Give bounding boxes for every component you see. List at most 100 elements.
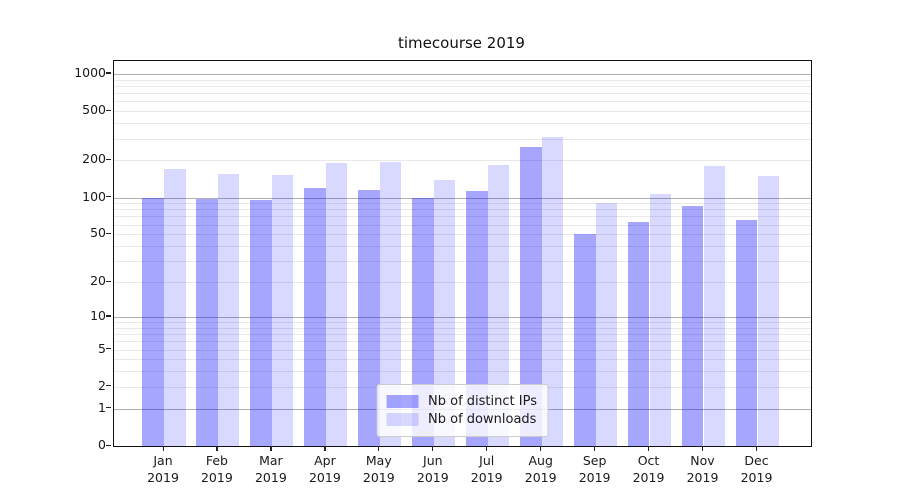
- gridline-minor: [114, 79, 811, 81]
- bar-nb-of-downloads-feb: [217, 174, 240, 446]
- y-axis-tick: [106, 280, 111, 282]
- bar-nb-of-distinct-ips-feb: [196, 198, 218, 446]
- y-axis-tick: [106, 72, 111, 74]
- gridline-minor: [114, 160, 811, 162]
- bar-nb-of-distinct-ips-jul: [466, 190, 488, 446]
- gridline-minor: [114, 246, 811, 247]
- x-axis-tick: [648, 446, 650, 451]
- y-tick-label: 200: [82, 151, 106, 167]
- bar-nb-of-distinct-ips-sep: [574, 234, 596, 446]
- x-axis-tick: [486, 446, 488, 451]
- gridline-major: [114, 197, 811, 199]
- x-tick-label-month: Jan: [153, 453, 173, 468]
- y-tick-label: 1: [98, 399, 106, 415]
- bar-nb-of-downloads-aug: [541, 136, 564, 446]
- x-tick-label: Sep 2019: [560, 452, 630, 486]
- y-tick-label: 2: [98, 377, 106, 393]
- gridline-minor: [114, 371, 811, 373]
- y-axis-tick: [106, 407, 111, 409]
- x-tick-label: Jan 2019: [128, 452, 198, 486]
- bar-nb-of-downloads-jan: [164, 169, 186, 446]
- x-tick-label: Dec 2019: [722, 452, 792, 486]
- y-axis-tick: [106, 385, 111, 387]
- x-axis-tick: [324, 446, 326, 451]
- bar-nb-of-downloads-jun: [433, 179, 456, 446]
- gridline-major: [114, 73, 811, 75]
- x-tick-label-year: 2019: [740, 470, 773, 485]
- x-axis-tick: [216, 446, 218, 451]
- bar-nb-of-distinct-ips-dec: [735, 220, 758, 446]
- bar-nb-of-downloads-nov: [703, 166, 726, 446]
- bar-nb-of-downloads-mar: [271, 175, 294, 446]
- y-tick-label: 20: [90, 273, 106, 288]
- x-axis-tick: [378, 446, 380, 451]
- y-tick-label: 10: [90, 307, 106, 323]
- x-axis-tick: [594, 446, 596, 451]
- y-axis-tick: [106, 158, 111, 161]
- bar-nb-of-downloads-dec: [757, 175, 780, 446]
- bar-nb-of-distinct-ips-mar: [250, 200, 272, 446]
- x-tick-label-year: 2019: [308, 470, 341, 485]
- y-axis-tick: [106, 444, 111, 446]
- legend-swatch: [386, 413, 419, 426]
- legend-item-nb-of-distinct-ips: Nb of distinct IPs: [386, 394, 537, 409]
- x-tick-label-year: 2019: [362, 470, 395, 485]
- x-tick-label-month: Jul: [479, 453, 495, 468]
- chart-title: timecourse 2019: [398, 34, 525, 52]
- gridline-minor: [114, 349, 811, 351]
- x-tick-label-year: 2019: [254, 470, 287, 485]
- legend-label: Nb of downloads: [428, 412, 537, 427]
- x-tick-label-year: 2019: [632, 470, 665, 485]
- gridline-minor: [114, 209, 811, 211]
- x-tick-label-month: Aug: [528, 453, 553, 468]
- bar-nb-of-downloads-jul: [487, 164, 510, 446]
- y-tick-label: 5: [98, 340, 106, 356]
- legend-swatch: [386, 395, 419, 408]
- gridline-minor: [114, 359, 811, 361]
- bar-nb-of-distinct-ips-nov: [681, 206, 704, 446]
- x-tick-label: Apr 2019: [290, 452, 360, 486]
- x-tick-label: Aug 2019: [506, 452, 576, 486]
- x-axis-tick: [162, 446, 164, 451]
- gridline-minor: [114, 111, 811, 113]
- x-tick-label-year: 2019: [578, 470, 611, 485]
- gridline-minor: [114, 334, 811, 335]
- gridline-minor: [114, 85, 811, 87]
- x-tick-label-month: Sep: [582, 453, 607, 468]
- gridline-minor: [114, 327, 811, 329]
- gridline-minor: [114, 261, 811, 263]
- legend: Nb of distinct IPs Nb of downloads: [376, 384, 549, 437]
- bar-nb-of-downloads-apr: [325, 163, 348, 446]
- x-tick-label-year: 2019: [524, 470, 557, 485]
- x-tick-label-month: Nov: [690, 453, 715, 468]
- x-tick-label-year: 2019: [470, 470, 503, 485]
- x-tick-label: Oct 2019: [614, 452, 684, 486]
- legend-item-nb-of-downloads: Nb of downloads: [386, 412, 537, 427]
- x-tick-label: Jun 2019: [398, 452, 468, 486]
- x-tick-label: Mar 2019: [236, 452, 306, 486]
- gridline-minor: [114, 216, 811, 218]
- y-tick-label: 0: [98, 437, 106, 452]
- bar-nb-of-distinct-ips-jan: [142, 197, 164, 446]
- x-axis-tick: [540, 446, 542, 451]
- x-axis-tick: [270, 446, 272, 451]
- y-axis-tick: [106, 196, 111, 198]
- x-tick-label-month: Apr: [314, 453, 336, 468]
- y-axis-tick: [106, 315, 111, 317]
- bar-nb-of-distinct-ips-aug: [520, 147, 542, 446]
- x-axis-tick: [756, 446, 758, 451]
- y-axis-tick: [106, 109, 111, 111]
- x-tick-label-month: Dec: [744, 453, 769, 468]
- x-tick-label: Feb 2019: [182, 452, 252, 486]
- bar-nb-of-distinct-ips-oct: [627, 222, 650, 446]
- x-tick-label-year: 2019: [200, 470, 233, 485]
- gridline-minor: [114, 322, 811, 323]
- legend-label: Nb of distinct IPs: [428, 394, 537, 409]
- x-tick-label: Nov 2019: [668, 452, 738, 486]
- bar-nb-of-downloads-sep: [595, 203, 618, 446]
- x-tick-label: May 2019: [344, 452, 414, 486]
- bar-nb-of-distinct-ips-apr: [304, 187, 326, 446]
- y-tick-label: 100: [82, 188, 106, 204]
- bar-nb-of-downloads-oct: [649, 194, 672, 446]
